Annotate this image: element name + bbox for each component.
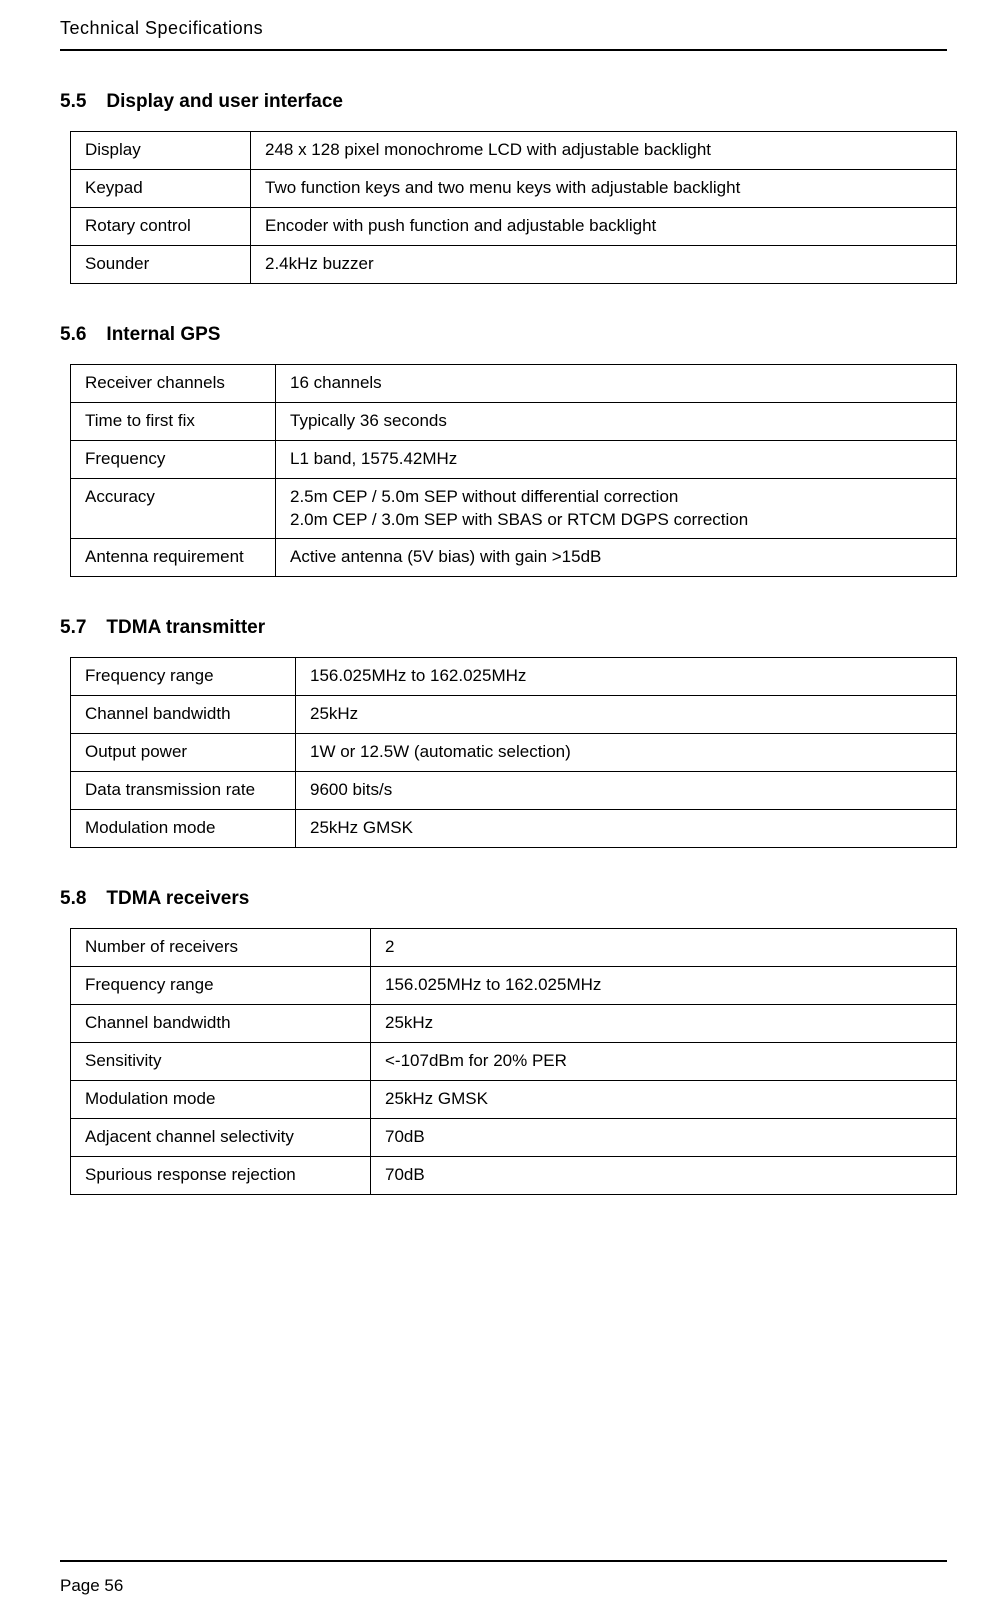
spec-table: Receiver channels16 channelsTime to firs… [70,364,957,578]
table-row: Frequency range156.025MHz to 162.025MHz [71,967,957,1005]
spec-value: 156.025MHz to 162.025MHz [371,967,957,1005]
section-number: 5.5 [60,91,86,113]
table-row: Accuracy2.5m CEP / 5.0m SEP without diff… [71,478,957,539]
spec-value: 1W or 12.5W (automatic selection) [296,734,957,772]
table-row: Channel bandwidth25kHz [71,1004,957,1042]
spec-label: Number of receivers [71,929,371,967]
table-row: Sensitivity<-107dBm for 20% PER [71,1042,957,1080]
spec-label: Frequency [71,440,276,478]
section-heading: 5.7 TDMA transmitter [60,617,947,639]
section-number: 5.7 [60,617,86,639]
spec-value: 248 x 128 pixel monochrome LCD with adju… [251,132,957,170]
spec-label: Display [71,132,251,170]
table-row: FrequencyL1 band, 1575.42MHz [71,440,957,478]
spec-value: Two function keys and two menu keys with… [251,169,957,207]
table-row: Sounder2.4kHz buzzer [71,245,957,283]
spec-value: 16 channels [276,364,957,402]
section-title: TDMA receivers [106,888,249,909]
table-row: Receiver channels16 channels [71,364,957,402]
table-row: Output power1W or 12.5W (automatic selec… [71,734,957,772]
table-row: Rotary controlEncoder with push function… [71,207,957,245]
spec-label: Modulation mode [71,810,296,848]
spec-value: <-107dBm for 20% PER [371,1042,957,1080]
spec-value: 25kHz GMSK [296,810,957,848]
spec-label: Spurious response rejection [71,1156,371,1194]
section-title: TDMA transmitter [106,617,265,638]
spec-value: Typically 36 seconds [276,402,957,440]
spec-label: Time to first fix [71,402,276,440]
spec-value: 70dB [371,1156,957,1194]
section-number: 5.6 [60,324,86,346]
table-row: Frequency range156.025MHz to 162.025MHz [71,658,957,696]
section-heading: 5.8 TDMA receivers [60,888,947,910]
spec-label: Accuracy [71,478,276,539]
section-title: Display and user interface [106,91,343,112]
spec-table: Number of receivers2Frequency range156.0… [70,928,957,1195]
section-title: Internal GPS [106,324,220,345]
spec-label: Adjacent channel selectivity [71,1118,371,1156]
spec-value: 156.025MHz to 162.025MHz [296,658,957,696]
spec-table: Display248 x 128 pixel monochrome LCD wi… [70,131,957,284]
spec-value: Encoder with push function and adjustabl… [251,207,957,245]
spec-value: 2.5m CEP / 5.0m SEP without differential… [276,478,957,539]
spec-label: Channel bandwidth [71,1004,371,1042]
table-row: Data transmission rate9600 bits/s [71,772,957,810]
spec-value: 2 [371,929,957,967]
spec-label: Sounder [71,245,251,283]
spec-label: Receiver channels [71,364,276,402]
page-header-title: Technical Specifications [60,0,947,51]
page-footer: Page 56 [60,1560,947,1596]
section-heading: 5.6 Internal GPS [60,324,947,346]
spec-label: Frequency range [71,967,371,1005]
spec-label: Keypad [71,169,251,207]
spec-label: Frequency range [71,658,296,696]
spec-label: Rotary control [71,207,251,245]
spec-value: Active antenna (5V bias) with gain >15dB [276,539,957,577]
table-row: Modulation mode25kHz GMSK [71,1080,957,1118]
spec-label: Output power [71,734,296,772]
page-number: Page 56 [60,1560,947,1596]
spec-value: 70dB [371,1118,957,1156]
spec-value: 25kHz [371,1004,957,1042]
section-number: 5.8 [60,888,86,910]
spec-value: 9600 bits/s [296,772,957,810]
table-row: Channel bandwidth25kHz [71,696,957,734]
spec-value: 2.4kHz buzzer [251,245,957,283]
spec-value: 25kHz GMSK [371,1080,957,1118]
table-row: Antenna requirementActive antenna (5V bi… [71,539,957,577]
table-row: Number of receivers2 [71,929,957,967]
spec-label: Channel bandwidth [71,696,296,734]
spec-value: L1 band, 1575.42MHz [276,440,957,478]
table-row: Spurious response rejection70dB [71,1156,957,1194]
table-row: Adjacent channel selectivity70dB [71,1118,957,1156]
section-heading: 5.5 Display and user interface [60,91,947,113]
spec-label: Data transmission rate [71,772,296,810]
spec-value: 25kHz [296,696,957,734]
spec-label: Sensitivity [71,1042,371,1080]
table-row: KeypadTwo function keys and two menu key… [71,169,957,207]
spec-table: Frequency range156.025MHz to 162.025MHzC… [70,657,957,848]
spec-label: Antenna requirement [71,539,276,577]
spec-label: Modulation mode [71,1080,371,1118]
table-row: Time to first fixTypically 36 seconds [71,402,957,440]
table-row: Display248 x 128 pixel monochrome LCD wi… [71,132,957,170]
table-row: Modulation mode25kHz GMSK [71,810,957,848]
